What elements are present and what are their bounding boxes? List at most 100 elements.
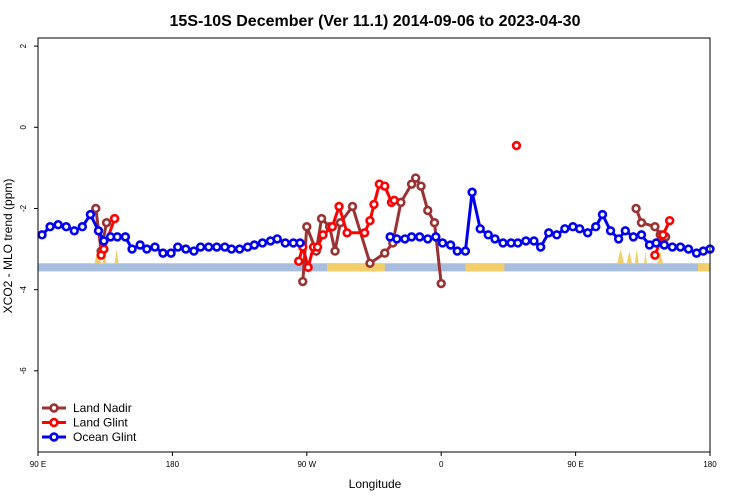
legend-ocean-glint-label: Ocean Glint (73, 430, 137, 444)
ocean-glint-point (582, 228, 593, 238)
ocean-glint-point (257, 238, 268, 248)
legend-ocean-glint-marker (49, 432, 59, 442)
ocean-glint-point (127, 244, 137, 254)
land-nadir-point (406, 179, 417, 189)
land-bump-6 (644, 251, 647, 264)
ocean-glint-point (295, 238, 305, 248)
y-tick-label-1: 0 (19, 125, 28, 130)
land-nadir-point (330, 246, 340, 256)
ocean-glint-point (61, 222, 71, 232)
ocean-glint-point (85, 209, 96, 220)
ocean-glint-point (452, 246, 463, 256)
ocean-glint-point (683, 244, 694, 254)
ocean-glint-point (203, 242, 214, 252)
y-tick-label-0: 2 (19, 43, 28, 48)
ocean-glint-point (613, 234, 624, 244)
land-nadir-point (436, 278, 446, 289)
x-tick-label-3: 0 (439, 460, 444, 469)
ocean-glint-point (483, 230, 493, 240)
land-nadir-point (316, 213, 327, 224)
land-nadir-point (91, 203, 101, 214)
land-glint-point (303, 262, 313, 273)
land-nadir-point (101, 217, 112, 228)
ocean-glint-point (166, 248, 176, 258)
y-tick-label-2: -2 (19, 204, 28, 212)
axis-ticks: 2 0 -2 -4 -6 90 E 180 90 W 0 90 E 180 (19, 43, 717, 469)
ocean-glint-point (135, 240, 145, 250)
land-glint-point (664, 215, 675, 226)
ocean-glint-point (431, 232, 441, 242)
ocean-glint-point (628, 232, 639, 242)
x-tick-label-5: 180 (703, 460, 717, 469)
ocean-glint-point (392, 234, 402, 244)
x-tick-label-1: 180 (166, 460, 180, 469)
land-glint-point (389, 195, 399, 206)
ocean-glint-point (120, 232, 131, 242)
land-bump-3 (617, 249, 624, 264)
ocean-glint-point (445, 240, 456, 250)
ocean-glint-point (667, 242, 678, 252)
ocean-glint-point (498, 238, 508, 248)
ocean-glint-point (99, 236, 109, 246)
ocean-glint-point (535, 242, 546, 252)
ocean-glint-point (597, 209, 608, 220)
land-nadir-point (347, 201, 358, 212)
land-glint-point (109, 213, 120, 224)
ocean-glint-point (636, 230, 647, 240)
land-glint-point (365, 215, 375, 226)
ocean-glint-point (544, 228, 554, 238)
ocean-glint-point (212, 242, 222, 252)
land-glint-point (511, 140, 522, 151)
ocean-glint-point (552, 230, 562, 240)
land-glint-point (359, 228, 370, 238)
ocean-glint-point (280, 238, 290, 248)
land-nadir-point (302, 222, 312, 232)
land-bump-5 (634, 249, 639, 264)
ocean-glint-point (475, 224, 485, 234)
legend-land-nadir-marker (49, 403, 59, 413)
land-nadir-point (423, 205, 433, 216)
land-glint-point (294, 256, 304, 266)
ocean-glint-point (181, 244, 191, 254)
ocean-glint-point (423, 234, 433, 244)
ocean-glint-point (574, 224, 585, 234)
land-nadir-point (650, 222, 660, 232)
ocean-glint-point (77, 222, 88, 232)
land-glint-point (380, 181, 390, 191)
land-nadir-point (410, 173, 421, 183)
ocean-glint-point (659, 240, 670, 250)
x-tick-label-4: 90 E (567, 460, 583, 469)
x-axis-label: Longitude (349, 477, 402, 491)
ocean-glint-point (513, 238, 523, 248)
ocean-glint-point (195, 242, 206, 252)
legend-land-glint-marker (49, 417, 59, 428)
land-glint-point (327, 222, 338, 232)
land-bump-4 (626, 251, 633, 264)
land-glint-point (342, 228, 352, 238)
ocean-glint-point (173, 242, 183, 252)
ocean-glint-point (150, 242, 160, 252)
ocean-glint-point (112, 232, 122, 242)
land-nadir-point (429, 217, 440, 228)
ocean-glint-point (620, 226, 631, 236)
land-glint-point (312, 242, 323, 252)
land-band-1 (465, 263, 505, 272)
land-glint-point (334, 201, 344, 212)
ocean-glint-point (460, 246, 471, 256)
land-nadir-point (365, 258, 375, 268)
land-bump-7 (657, 251, 663, 264)
ocean-glint-point (142, 244, 152, 254)
ocean-glint-point (467, 187, 477, 197)
ocean-glint-point (93, 226, 104, 236)
ocean-glint-point (591, 222, 601, 232)
ocean-glint-point (69, 226, 79, 236)
land-nadir-point (380, 248, 390, 258)
y-axis-label: XCO2 - MLO trend (ppm) (1, 179, 15, 314)
ocean-glint-point (158, 248, 168, 258)
land-glint-point (99, 244, 109, 254)
ocean-glint-point (521, 236, 531, 246)
ocean-glint-point (272, 234, 282, 244)
legend-land-nadir-label: Land Nadir (73, 401, 132, 415)
